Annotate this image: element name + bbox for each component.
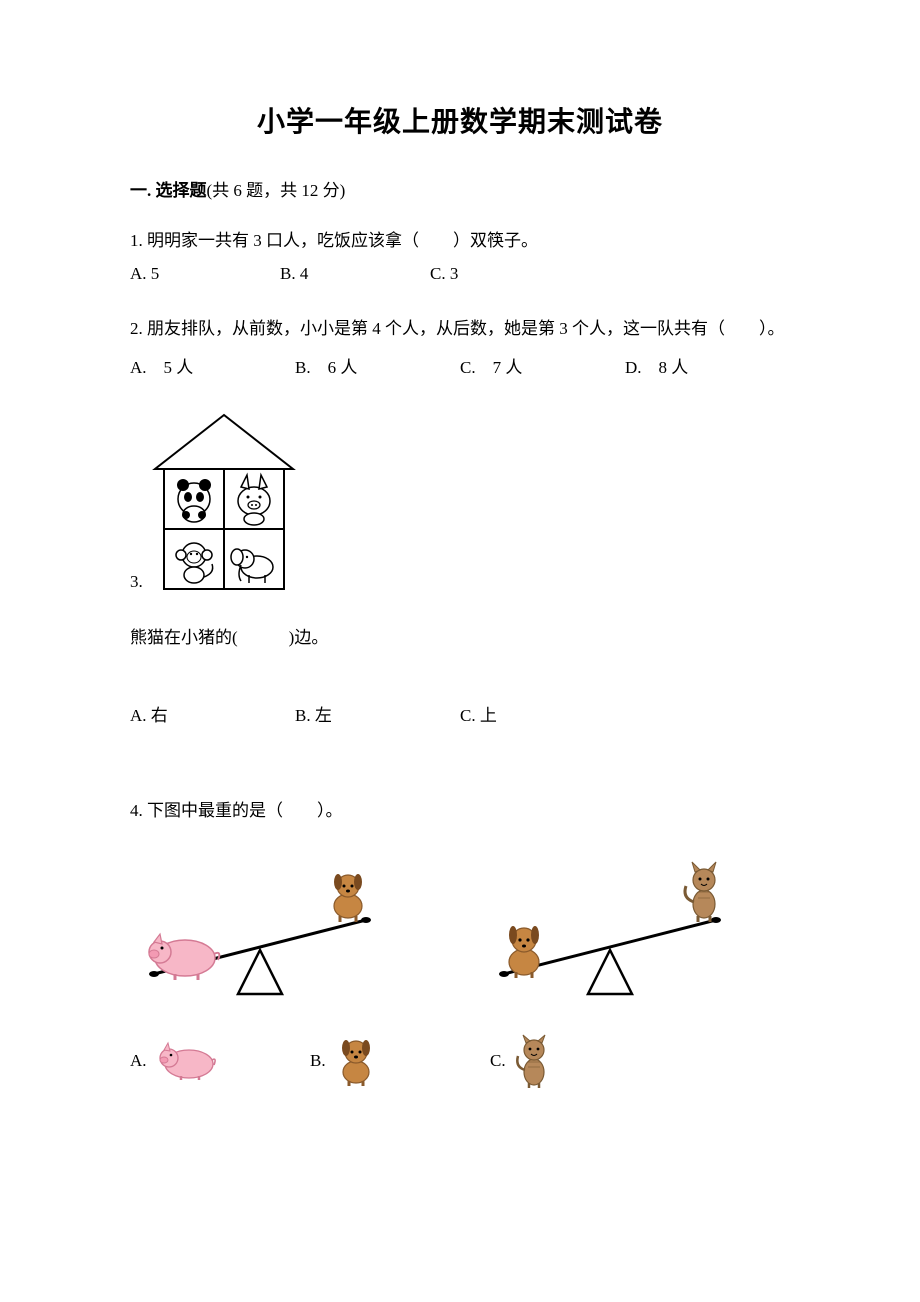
q3-option-a: A. 右 (130, 702, 295, 731)
spacer (130, 652, 790, 692)
panda-icon (177, 479, 211, 522)
q4-option-c: C. (490, 1034, 670, 1088)
section-label: 一. 选择题 (130, 181, 207, 200)
cat-icon (685, 862, 716, 922)
q4-option-a: A. (130, 1040, 310, 1082)
q2-option-a: A. 5 人 (130, 354, 295, 383)
section-heading: 一. 选择题(共 6 题，共 12 分) (130, 176, 790, 201)
q1-option-c: C. 3 (430, 260, 580, 289)
spacer (130, 757, 790, 797)
q1-text: 1. 明明家一共有 3 口人，吃饭应该拿（ ）双筷子。 (130, 227, 790, 256)
q4-option-a-label: A. (130, 1051, 147, 1071)
seesaw-pig-dog-icon (130, 854, 390, 1004)
cat-icon (514, 1034, 554, 1088)
q2-option-b: B. 6 人 (295, 354, 460, 383)
q4-option-b-label: B. (310, 1051, 326, 1071)
dog-icon (334, 874, 362, 922)
monkey-icon (176, 543, 213, 583)
q3-text: 熊猫在小猪的( )边。 (130, 624, 790, 653)
q2-text: 2. 朋友排队，从前数，小小是第 4 个人，从后数，她是第 3 个人，这一队共有… (130, 315, 790, 344)
question-4: 4. 下图中最重的是（ ）。 (130, 797, 790, 1088)
q1-option-b: B. 4 (280, 260, 430, 289)
q3-option-blank (625, 702, 790, 731)
dog-icon (334, 1036, 378, 1086)
q3-number: 3. (130, 572, 143, 604)
q4-option-b: B. (310, 1036, 490, 1086)
exam-page: 小学一年级上册数学期末测试卷 一. 选择题(共 6 题，共 12 分) 1. 明… (0, 0, 920, 1302)
elephant-icon (231, 549, 273, 583)
pig-icon (155, 1040, 217, 1082)
q3-figure-row: 3. (130, 409, 790, 604)
q3-house-figure (149, 409, 299, 604)
q3-options: A. 右 B. 左 C. 上 (130, 702, 790, 731)
pig-icon (238, 475, 270, 525)
question-1: 1. 明明家一共有 3 口人，吃饭应该拿（ ）双筷子。 A. 5 B. 4 C.… (130, 227, 790, 289)
q1-option-a: A. 5 (130, 260, 280, 289)
question-3: 3. (130, 409, 790, 732)
page-title: 小学一年级上册数学期末测试卷 (130, 100, 790, 140)
q4-options: A. B. (130, 1034, 790, 1088)
q2-options: A. 5 人 B. 6 人 C. 7 人 D. 8 人 (130, 354, 790, 383)
q4-option-c-label: C. (490, 1051, 506, 1071)
q4-figures (130, 854, 790, 1004)
q1-options: A. 5 B. 4 C. 3 (130, 260, 790, 289)
q4-text: 4. 下图中最重的是（ ）。 (130, 797, 790, 826)
seesaw-dog-cat-icon (480, 854, 740, 1004)
q2-option-c: C. 7 人 (460, 354, 625, 383)
house-icon (149, 409, 299, 599)
q3-option-c: C. 上 (460, 702, 625, 731)
q2-option-d: D. 8 人 (625, 354, 790, 383)
section-detail: (共 6 题，共 12 分) (207, 181, 346, 200)
dog-icon (509, 926, 539, 978)
question-2: 2. 朋友排队，从前数，小小是第 4 个人，从后数，她是第 3 个人，这一队共有… (130, 315, 790, 383)
q3-option-b: B. 左 (295, 702, 460, 731)
